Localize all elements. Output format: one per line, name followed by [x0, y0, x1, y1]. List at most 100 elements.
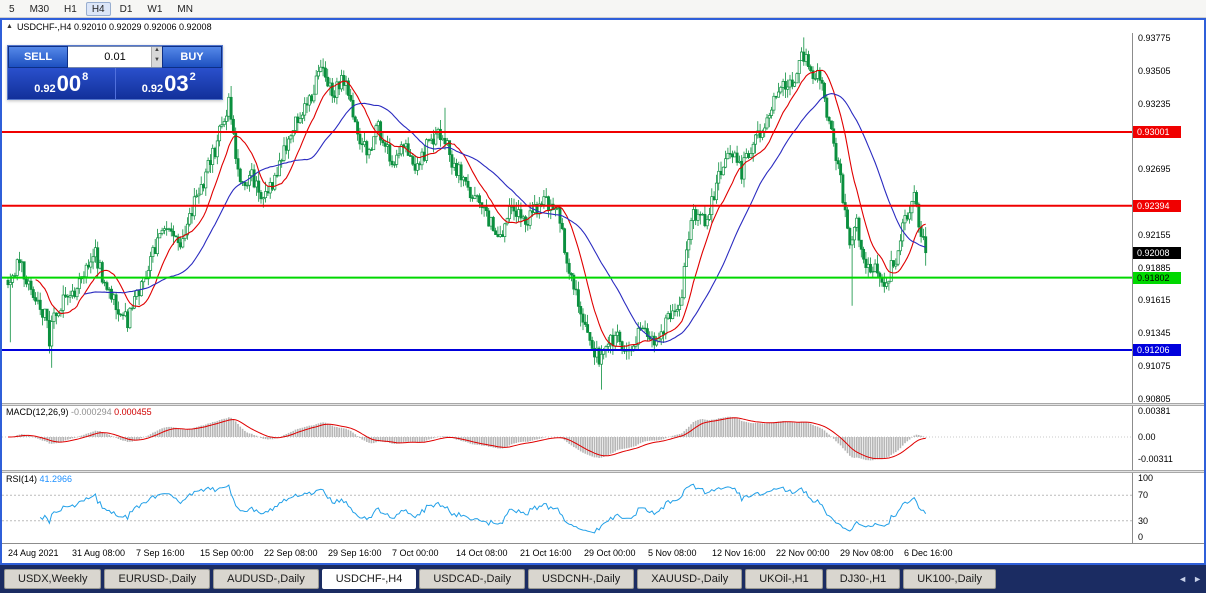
current-price-label: 0.92008: [1133, 247, 1181, 259]
price-tick: 0.93775: [1138, 33, 1171, 43]
rsi-panel: 100 70 30 0 RSI(14) 41.2966: [2, 473, 1204, 543]
timeframe-button-m30[interactable]: M30: [29, 3, 50, 15]
ask-price-big-digits: 03: [164, 71, 189, 96]
lot-size-input[interactable]: 0.01 ▲ ▼: [68, 46, 162, 68]
price-tick: 0.91075: [1138, 360, 1171, 371]
candles: [6, 37, 928, 390]
time-label: 29 Oct 00:00: [584, 548, 636, 558]
tabs-scroll-right-button[interactable]: ►: [1193, 574, 1202, 584]
time-label: 15 Sep 00:00: [200, 548, 254, 558]
time-label: 12 Nov 16:00: [712, 548, 766, 558]
macd-histogram: [9, 416, 927, 461]
bid-price-pip-digit: 8: [82, 71, 89, 83]
timeframe-toolbar: 5 M30 H1 H4 D1 W1 MN: [0, 0, 1206, 18]
rsi-tick: 0: [1138, 532, 1144, 542]
one-click-trading-panel: SELL 0.01 ▲ ▼ BUY 0.92 00 8 0.92: [7, 45, 223, 100]
price-tick: 0.92695: [1138, 164, 1171, 175]
chart-tab-usdcnh-daily[interactable]: USDCNH-,Daily: [527, 569, 635, 589]
ma-slow-line: [83, 93, 926, 343]
lot-decrease-button[interactable]: ▼: [154, 57, 160, 63]
price-tick: 0.91345: [1138, 328, 1171, 339]
rsi-line: [39, 483, 927, 534]
macd-signal-line: [8, 417, 926, 460]
time-label: 29 Nov 08:00: [840, 548, 894, 558]
chart-tab-usdx-weekly[interactable]: USDX,Weekly: [4, 569, 102, 589]
macd-tick: -0.00311: [1138, 454, 1173, 464]
line-price-label-0.91206: 0.91206: [1133, 344, 1181, 356]
rsi-value: 41.2966: [39, 474, 73, 484]
macd-panel: 0.00381 0.00 -0.00311 MACD(12,26,9) -0.000…: [2, 406, 1204, 470]
macd-label: MACD(12,26,9): [6, 407, 69, 417]
price-tick: 0.91615: [1138, 295, 1171, 306]
buy-button[interactable]: BUY: [162, 46, 222, 68]
chart-tab-bar: USDX,Weekly EURUSD-,Daily AUDUSD-,Daily USD…: [0, 565, 1206, 593]
tabs-scroll-left-button[interactable]: ◄: [1178, 574, 1188, 584]
ma-fast-line: [35, 69, 926, 348]
macd-plot: [2, 416, 1132, 461]
chart-title: USDCHF-,H4 0.92010 0.92029 0.92006 0.920…: [16, 21, 212, 32]
time-label: 7 Sep 16:00: [136, 548, 185, 558]
line-price-label-0.91802: 0.91802: [1133, 272, 1181, 284]
time-axis: 24 Aug 2021 31 Aug 08:00 7 Sep 16:00 15 Sep…: [2, 543, 1204, 563]
time-label: 24 Aug 2021: [8, 548, 59, 558]
rsi-tick: 70: [1138, 490, 1149, 500]
ask-price-prefix: 0.92: [141, 83, 164, 95]
candlestick-chart: [2, 37, 1132, 390]
one-click-order-row: SELL 0.01 ▲ ▼ BUY: [8, 46, 222, 68]
time-label: 31 Aug 08:00: [72, 548, 126, 558]
rsi-label: RSI(14): [6, 474, 38, 484]
timeframe-button-h1[interactable]: H1: [64, 3, 77, 15]
price-tick: 0.92155: [1138, 229, 1171, 240]
lot-increase-button[interactable]: ▲: [154, 47, 160, 53]
chart-tab-audusd-daily[interactable]: AUDUSD-,Daily: [213, 569, 319, 589]
panel-splitter[interactable]: [2, 470, 1204, 473]
time-label: 5 Nov 08:00: [648, 548, 697, 558]
rsi-axis: 100 70 30 0: [1132, 473, 1204, 543]
chart-window: ▲ USDCHF-,H4 0.92010 0.92029 0.92006 0.9…: [0, 18, 1206, 565]
rsi-plot: [2, 483, 1132, 534]
main-chart-area: 0.93775 0.93505 0.93235 0.92695 0.92155 0.918…: [2, 33, 1204, 404]
rsi-tick: 30: [1138, 516, 1149, 526]
ask-price-pip-digit: 2: [189, 71, 196, 83]
time-label: 22 Sep 08:00: [264, 548, 318, 558]
bid-ask-display: 0.92 00 8 0.92 03 2: [8, 68, 222, 99]
macd-tick: 0.00: [1138, 432, 1156, 442]
price-tick: 0.93235: [1138, 98, 1171, 109]
price-tick: 0.91885: [1138, 262, 1171, 273]
line-price-label-0.93001: 0.93001: [1133, 126, 1181, 138]
timeframe-button-w1[interactable]: W1: [147, 3, 163, 15]
lot-spinner: ▲ ▼: [151, 47, 162, 67]
one-click-collapse-icon[interactable]: ▲: [6, 23, 13, 30]
chart-tab-usdchf-h4[interactable]: USDCHF-,H4: [321, 569, 417, 589]
chart-tab-usdcad-daily[interactable]: USDCAD-,Daily: [419, 569, 525, 589]
line-price-label-0.92394: 0.92394: [1133, 200, 1181, 212]
time-label: 6 Dec 16:00: [904, 548, 953, 558]
timeframe-button-d1[interactable]: D1: [119, 3, 133, 15]
rsi-tick: 100: [1138, 473, 1154, 483]
sell-button[interactable]: SELL: [8, 46, 68, 68]
rsi-header: RSI(14) 41.2966: [6, 474, 72, 484]
chart-tab-uk100-daily[interactable]: UK100-,Daily: [903, 569, 997, 589]
ask-price[interactable]: 0.92 03 2: [116, 68, 223, 99]
macd-header: MACD(12,26,9) -0.000294 0.000455: [6, 407, 152, 417]
macd-main-value: -0.000294: [71, 407, 112, 417]
panel-splitter[interactable]: [2, 403, 1204, 406]
tab-scroll-buttons: ◄ ►: [1178, 574, 1202, 584]
chart-tab-xauusd-daily[interactable]: XAUUSD-,Daily: [637, 569, 743, 589]
chart-tab-dj30-h1[interactable]: DJ30-,H1: [825, 569, 901, 589]
bid-price[interactable]: 0.92 00 8: [8, 68, 116, 99]
chart-tab-eurusd-daily[interactable]: EURUSD-,Daily: [104, 569, 211, 589]
bid-price-prefix: 0.92: [34, 83, 56, 95]
time-label: 21 Oct 16:00: [520, 548, 572, 558]
bid-price-big-digits: 00: [56, 71, 82, 96]
timeframe-button-mn[interactable]: MN: [177, 3, 193, 15]
time-label: 14 Oct 08:00: [456, 548, 508, 558]
timeframe-button-h4[interactable]: H4: [85, 1, 111, 16]
chart-tab-ukoil-h1[interactable]: UKOil-,H1: [745, 569, 823, 589]
macd-signal-value: 0.000455: [114, 407, 152, 417]
chart-title-row: ▲ USDCHF-,H4 0.92010 0.92029 0.92006 0.9…: [2, 20, 1204, 33]
time-label: 22 Nov 00:00: [776, 548, 830, 558]
price-tick: 0.90805: [1138, 393, 1171, 404]
lot-size-value: 0.01: [104, 51, 126, 63]
timeframe-button-5[interactable]: 5: [9, 3, 15, 15]
